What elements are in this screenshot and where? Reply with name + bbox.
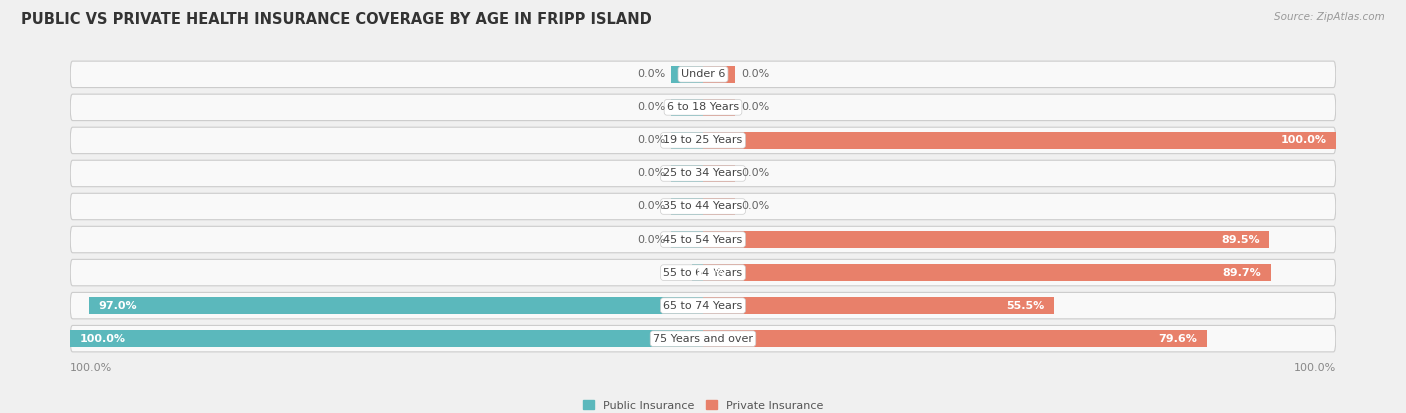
Bar bbox=[672, 132, 703, 149]
Text: 0.0%: 0.0% bbox=[637, 202, 665, 211]
Legend: Public Insurance, Private Insurance: Public Insurance, Private Insurance bbox=[579, 396, 827, 413]
FancyBboxPatch shape bbox=[70, 193, 1336, 220]
FancyBboxPatch shape bbox=[70, 259, 1336, 286]
Text: 0.0%: 0.0% bbox=[637, 169, 665, 178]
Text: Source: ZipAtlas.com: Source: ZipAtlas.com bbox=[1274, 12, 1385, 22]
Bar bbox=[672, 66, 703, 83]
Text: 75 Years and over: 75 Years and over bbox=[652, 334, 754, 344]
Text: Under 6: Under 6 bbox=[681, 69, 725, 79]
Text: 25 to 34 Years: 25 to 34 Years bbox=[664, 169, 742, 178]
Text: 0.0%: 0.0% bbox=[637, 235, 665, 244]
Bar bbox=[672, 198, 703, 215]
Bar bbox=[672, 99, 703, 116]
Bar bbox=[703, 165, 734, 182]
FancyBboxPatch shape bbox=[70, 127, 1336, 154]
Text: 0.0%: 0.0% bbox=[637, 69, 665, 79]
Text: 1.7%: 1.7% bbox=[696, 268, 727, 278]
Text: 55.5%: 55.5% bbox=[1007, 301, 1045, 311]
Text: 100.0%: 100.0% bbox=[70, 363, 112, 373]
Text: 0.0%: 0.0% bbox=[741, 202, 769, 211]
Text: 0.0%: 0.0% bbox=[741, 69, 769, 79]
Text: 100.0%: 100.0% bbox=[1294, 363, 1336, 373]
Bar bbox=[703, 231, 1270, 248]
Bar bbox=[672, 165, 703, 182]
FancyBboxPatch shape bbox=[70, 160, 1336, 187]
Text: 79.6%: 79.6% bbox=[1159, 334, 1197, 344]
Bar bbox=[70, 330, 703, 347]
Bar bbox=[692, 264, 703, 281]
Text: 6 to 18 Years: 6 to 18 Years bbox=[666, 102, 740, 112]
FancyBboxPatch shape bbox=[70, 325, 1336, 352]
Text: 35 to 44 Years: 35 to 44 Years bbox=[664, 202, 742, 211]
Text: 0.0%: 0.0% bbox=[637, 135, 665, 145]
Text: 100.0%: 100.0% bbox=[80, 334, 125, 344]
Bar bbox=[672, 231, 703, 248]
Text: 97.0%: 97.0% bbox=[98, 301, 138, 311]
Text: 19 to 25 Years: 19 to 25 Years bbox=[664, 135, 742, 145]
Text: 100.0%: 100.0% bbox=[1281, 135, 1326, 145]
Text: 89.5%: 89.5% bbox=[1222, 235, 1260, 244]
Text: 65 to 74 Years: 65 to 74 Years bbox=[664, 301, 742, 311]
FancyBboxPatch shape bbox=[70, 292, 1336, 319]
FancyBboxPatch shape bbox=[70, 94, 1336, 121]
FancyBboxPatch shape bbox=[70, 226, 1336, 253]
Bar bbox=[703, 66, 734, 83]
Bar bbox=[89, 297, 703, 314]
Bar bbox=[703, 99, 734, 116]
Bar bbox=[703, 297, 1054, 314]
Text: 0.0%: 0.0% bbox=[741, 169, 769, 178]
Text: 0.0%: 0.0% bbox=[637, 102, 665, 112]
Text: 89.7%: 89.7% bbox=[1222, 268, 1261, 278]
Bar bbox=[703, 132, 1336, 149]
Text: PUBLIC VS PRIVATE HEALTH INSURANCE COVERAGE BY AGE IN FRIPP ISLAND: PUBLIC VS PRIVATE HEALTH INSURANCE COVER… bbox=[21, 12, 652, 27]
Bar bbox=[703, 264, 1271, 281]
Text: 0.0%: 0.0% bbox=[741, 102, 769, 112]
Text: 45 to 54 Years: 45 to 54 Years bbox=[664, 235, 742, 244]
Bar bbox=[703, 330, 1206, 347]
Text: 55 to 64 Years: 55 to 64 Years bbox=[664, 268, 742, 278]
FancyBboxPatch shape bbox=[70, 61, 1336, 88]
Bar bbox=[703, 198, 734, 215]
